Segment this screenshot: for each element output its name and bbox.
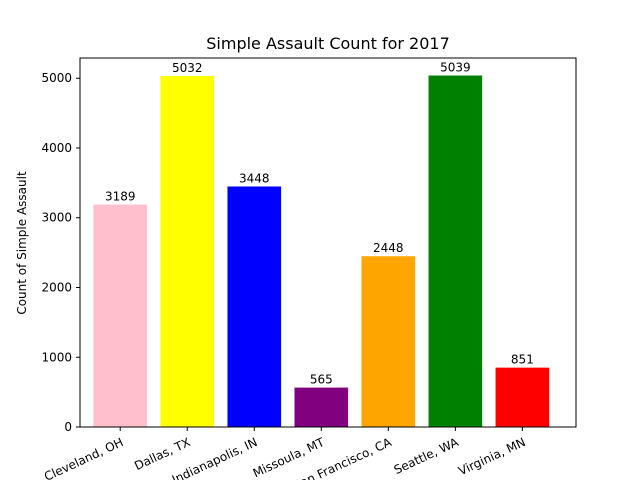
bar-6 xyxy=(495,367,550,427)
y-tick-label-3: 3000 xyxy=(41,211,72,225)
bar-value-label-4: 2448 xyxy=(373,241,404,255)
bar-value-label-6: 851 xyxy=(511,353,534,367)
y-tick-label-2: 2000 xyxy=(41,280,72,294)
data-labels-layer: 3189 5032 3448 565 2448 5039 851 xyxy=(105,61,534,387)
y-axis-label: Count of Simple Assault xyxy=(15,171,29,315)
bar-value-label-2: 3448 xyxy=(239,171,270,185)
bar-value-label-0: 3189 xyxy=(105,190,136,204)
bar-2 xyxy=(227,186,282,427)
chart-title: Simple Assault Count for 2017 xyxy=(206,34,450,53)
bar-3 xyxy=(294,387,349,427)
bar-value-label-1: 5032 xyxy=(172,61,203,75)
plot-frame xyxy=(79,57,577,428)
y-tick-label-1: 1000 xyxy=(41,350,72,364)
bars-layer xyxy=(93,75,550,427)
bar-value-label-3: 565 xyxy=(310,373,333,387)
y-tick-label-0: 0 xyxy=(64,420,72,434)
y-tick-label-5: 5000 xyxy=(41,71,72,85)
y-tick-label-4: 4000 xyxy=(41,141,72,155)
x-tick-label-5: Seattle, WA xyxy=(392,435,462,477)
bar-4 xyxy=(361,256,416,427)
bar-0 xyxy=(93,204,148,427)
bar-1 xyxy=(160,76,215,427)
x-tick-label-6: Virginia, MN xyxy=(456,435,527,478)
bar-5 xyxy=(428,75,483,427)
bar-value-label-5: 5039 xyxy=(440,61,471,75)
x-tick-label-0: Cleveland, OH xyxy=(42,435,125,480)
